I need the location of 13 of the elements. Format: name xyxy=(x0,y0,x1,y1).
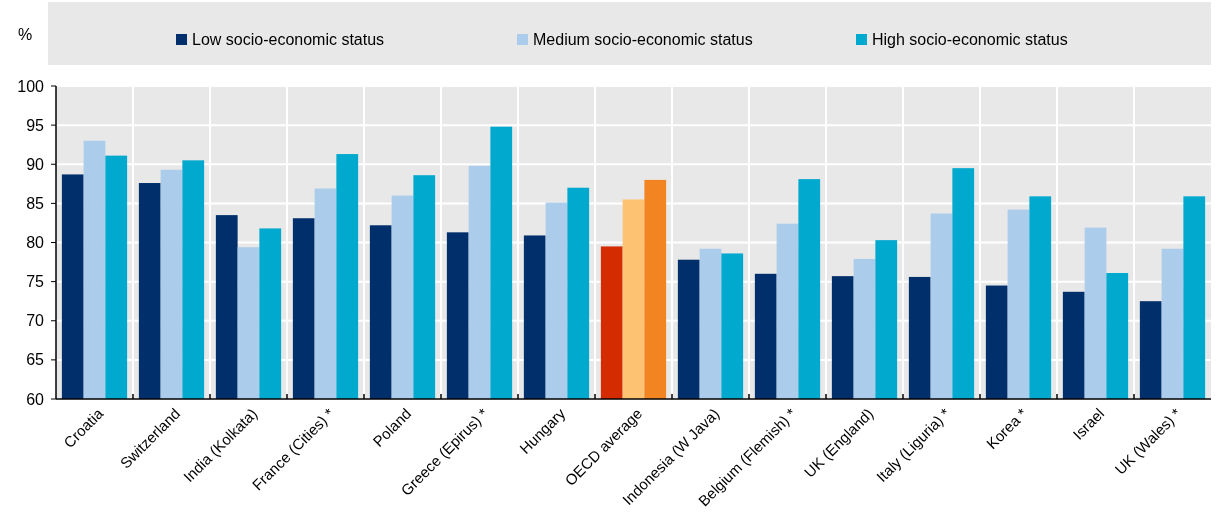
legend-label: High socio-economic status xyxy=(872,31,1068,48)
legend-label: Medium socio-economic status xyxy=(533,31,753,48)
y-tick-label: 95 xyxy=(26,116,45,134)
y-tick-label: 65 xyxy=(26,351,45,369)
y-tick-label: 60 xyxy=(26,390,45,408)
legend-label: Low socio-economic status xyxy=(192,31,385,48)
y-tick-label: 70 xyxy=(26,312,45,330)
y-tick-label: 75 xyxy=(26,273,45,291)
y-tick-label: 85 xyxy=(26,194,45,212)
y-tick-label: 80 xyxy=(26,234,45,252)
y-axis-title: % xyxy=(18,26,33,43)
y-tick-label: 100 xyxy=(17,77,45,95)
y-tick-label: 90 xyxy=(26,155,45,173)
